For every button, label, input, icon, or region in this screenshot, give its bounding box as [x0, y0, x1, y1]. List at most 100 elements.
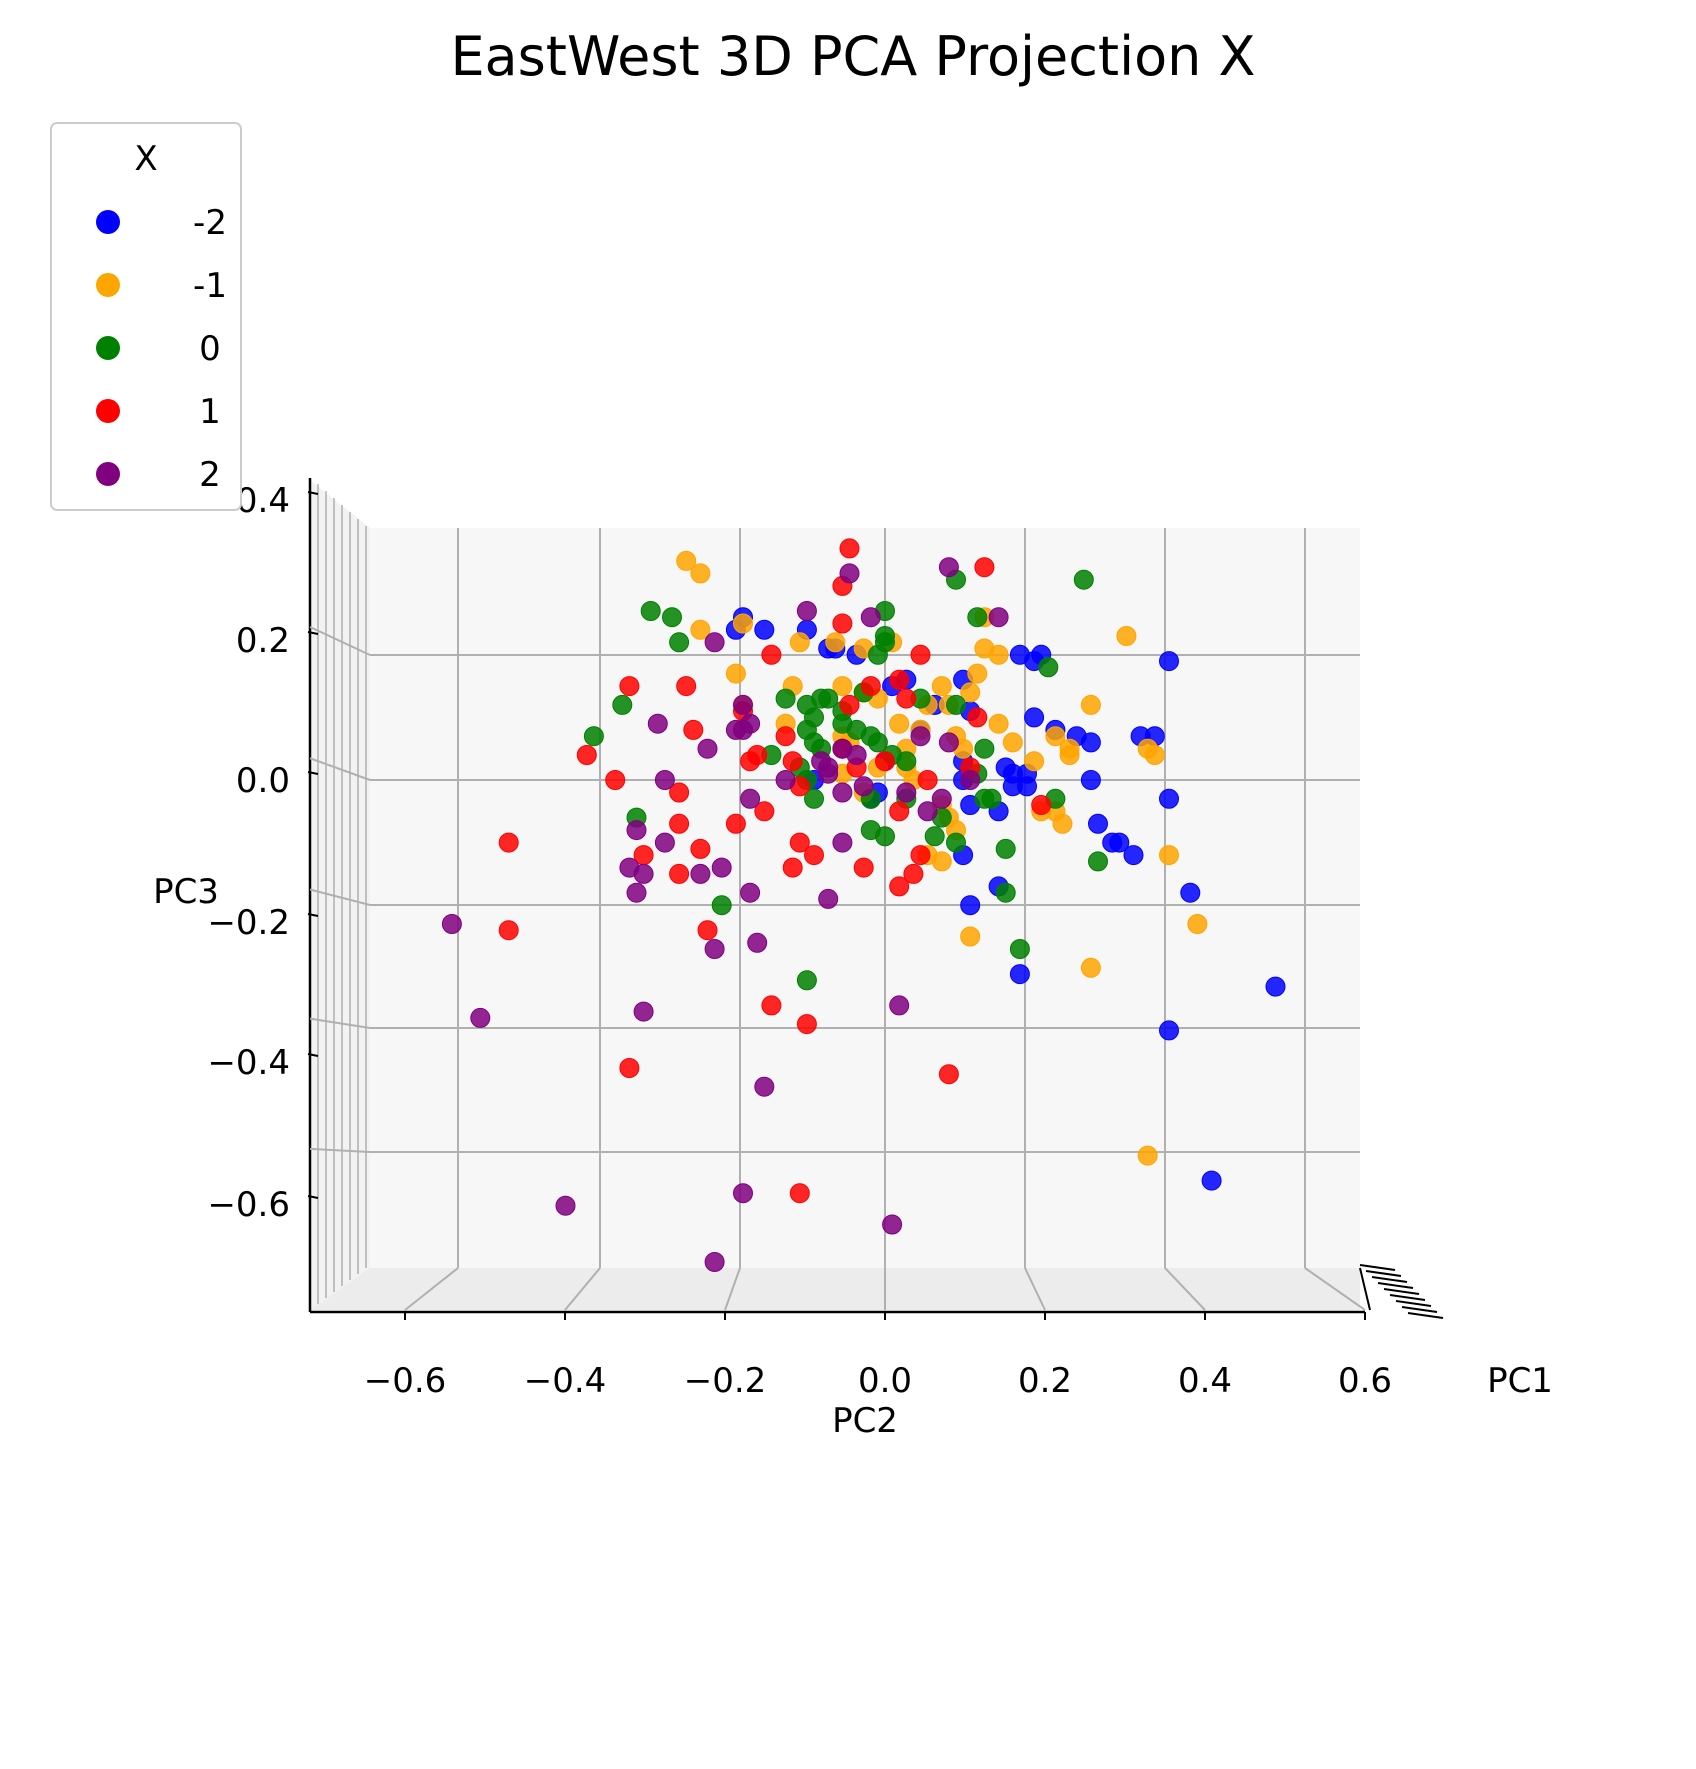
side-grid-line	[309, 888, 371, 906]
legend-marker--1	[96, 273, 120, 297]
data-point	[498, 920, 519, 941]
data-point	[789, 1183, 810, 1204]
data-point	[1002, 732, 1023, 753]
y-tick-mark	[307, 771, 319, 775]
x-tick-label: −0.4	[524, 1361, 607, 1401]
data-point	[889, 876, 910, 897]
data-point	[988, 607, 1009, 628]
data-point	[896, 688, 917, 709]
data-point	[796, 1014, 817, 1035]
data-point	[960, 770, 981, 790]
data-point	[960, 895, 981, 916]
bottom-pane	[310, 1268, 1360, 1310]
floor-grid-line	[1164, 1267, 1206, 1311]
data-point	[612, 694, 633, 715]
y-tick-mark	[307, 913, 319, 917]
data-point	[946, 694, 966, 715]
data-point	[1159, 845, 1179, 866]
axes-frame	[308, 478, 1444, 1319]
z-axis-label: PC1	[1487, 1361, 1553, 1401]
data-point	[740, 788, 761, 809]
z-tick-mark	[1395, 1300, 1432, 1307]
side-grid-line	[309, 1147, 371, 1153]
data-point	[931, 788, 952, 809]
data-point	[938, 557, 959, 578]
data-point	[669, 863, 690, 884]
y-tick-label: 0.4	[236, 481, 290, 521]
tick-labels: −0.6 −0.4 −0.2 0.0 0.2 0.4 0.6 0.4 0.2 0.0 −0.2 −0.…	[207, 481, 1392, 1401]
data-point	[1201, 1170, 1222, 1191]
data-point	[669, 632, 690, 653]
data-point	[1052, 813, 1073, 834]
legend-label-2: 2	[199, 455, 221, 495]
data-point	[860, 607, 881, 628]
data-point	[917, 770, 938, 790]
data-point	[946, 832, 966, 853]
data-point	[690, 863, 711, 884]
data-point	[697, 920, 718, 941]
data-point	[988, 713, 1009, 734]
data-point	[690, 563, 711, 584]
data-point	[676, 550, 697, 571]
x-tick-label: 0.0	[858, 1361, 912, 1401]
data-point	[832, 676, 853, 697]
data-point	[839, 694, 860, 715]
data-point	[875, 826, 895, 847]
data-point	[938, 732, 959, 753]
data-point	[974, 738, 995, 759]
data-point	[995, 838, 1016, 859]
data-point	[1137, 1145, 1158, 1166]
data-point	[619, 1058, 640, 1078]
data-point	[747, 932, 768, 953]
data-point	[725, 719, 746, 740]
data-point	[846, 745, 867, 765]
data-point	[1080, 732, 1101, 753]
data-point	[910, 845, 931, 866]
floor-grid-line	[404, 1267, 459, 1311]
y-tick-label: 0.0	[236, 761, 290, 801]
y-tick-mark	[307, 1195, 319, 1199]
data-point	[1159, 788, 1179, 809]
x-tick-label: −0.2	[684, 1361, 767, 1401]
data-point	[867, 732, 888, 753]
data-point	[669, 813, 690, 834]
data-point	[633, 1001, 654, 1022]
data-point	[754, 801, 775, 822]
data-point	[626, 820, 647, 841]
data-point	[1187, 914, 1208, 934]
data-point	[782, 751, 803, 772]
y-tick-label: −0.4	[207, 1043, 290, 1083]
data-point	[1009, 964, 1030, 985]
floor-grid-line	[724, 1267, 741, 1311]
data-point	[832, 613, 853, 634]
data-point	[910, 644, 931, 665]
data-point	[910, 726, 931, 747]
data-point	[640, 601, 661, 621]
data-point	[889, 801, 910, 822]
data-point	[626, 882, 647, 903]
data-point	[917, 801, 938, 822]
data-point	[967, 663, 988, 684]
floor-grid-line	[1024, 1267, 1046, 1311]
data-point	[960, 926, 981, 947]
data-point	[690, 619, 711, 640]
data-point	[1059, 745, 1080, 765]
data-point	[775, 770, 796, 790]
floor-grid-line	[564, 1267, 601, 1311]
y-axis-label: PC3	[153, 872, 219, 912]
data-point	[725, 663, 746, 684]
data-point	[967, 607, 988, 628]
data-point	[654, 770, 675, 790]
data-point	[683, 719, 704, 740]
z-tick-mark	[1359, 1264, 1396, 1271]
legend-marker-0	[96, 336, 120, 360]
data-point	[1159, 1020, 1179, 1041]
data-point	[690, 838, 711, 859]
data-point	[867, 644, 888, 665]
data-point	[441, 914, 462, 934]
legend-label-0: 0	[199, 329, 221, 369]
data-point	[796, 601, 817, 621]
data-point	[818, 888, 839, 909]
series-2	[441, 557, 1009, 1272]
data-point	[1045, 726, 1066, 747]
